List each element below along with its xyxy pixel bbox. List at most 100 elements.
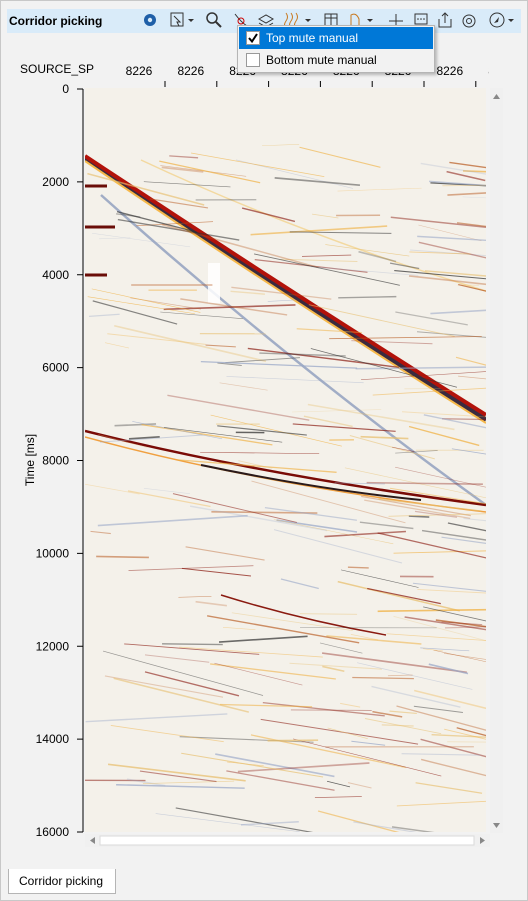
seismic-trace [175, 807, 314, 832]
seismic-trace [310, 348, 458, 388]
seismic-trace [262, 701, 385, 717]
seismic-trace [420, 758, 486, 777]
seismic-trace [85, 713, 228, 723]
seismic-trace [117, 218, 240, 241]
seismic-trace [87, 172, 205, 206]
seismic-trace [372, 710, 403, 718]
seismic-trace [267, 739, 319, 742]
seismic-trace [289, 662, 383, 670]
seismic-trace [418, 241, 486, 259]
seismic-trace [404, 616, 486, 631]
seismic-trace [139, 770, 217, 783]
seismic-trace [155, 813, 300, 832]
x-tick-label: 8226 [126, 64, 153, 78]
seismic-trace [172, 493, 298, 523]
seismic-trace [308, 304, 455, 337]
seismic-trace [296, 328, 362, 334]
y-tick-label: 8000 [42, 454, 69, 468]
toolbar [144, 12, 514, 30]
seismic-trace [181, 752, 324, 778]
seismic-trace [366, 481, 483, 485]
seismic-trace [169, 155, 199, 159]
checkbox[interactable] [246, 53, 260, 67]
seismic-trace [87, 296, 195, 315]
seismic-trace [92, 300, 178, 325]
horizontal-scrollbar[interactable] [85, 834, 490, 847]
seismic-trace [359, 521, 414, 530]
seismic-trace [456, 222, 486, 227]
seismic-trace [372, 387, 486, 396]
seismic-trace [319, 642, 363, 654]
seismic-trace [126, 778, 166, 787]
comment-icon[interactable] [414, 13, 428, 25]
seismic-trace [329, 336, 482, 340]
seismic-trace [167, 394, 310, 421]
seismic-trace [310, 266, 419, 276]
tab-label: Corridor picking [19, 874, 104, 888]
seismic-trace [442, 184, 486, 187]
seismic-trace [262, 144, 300, 147]
seismic-trace [273, 519, 394, 545]
seismic-trace [107, 333, 206, 345]
seismic-trace [386, 633, 486, 641]
seismic-trace [355, 366, 486, 370]
vertical-scrollbar[interactable] [490, 88, 503, 833]
y-tick-label: 14000 [36, 732, 70, 746]
y-axis-label: Time [ms] [23, 434, 37, 486]
seismic-trace [210, 414, 342, 447]
seismic-trace [190, 152, 325, 178]
seismic-trace [200, 452, 320, 454]
settings-icon[interactable] [144, 14, 156, 26]
seismic-trace [389, 262, 420, 270]
checkbox[interactable] [246, 31, 260, 45]
seismic-trace [377, 532, 486, 559]
seismic-trace [456, 727, 486, 737]
menu-item[interactable]: Top mute manual [239, 27, 433, 49]
seismic-trace [267, 299, 296, 302]
seismic-trace [449, 161, 486, 169]
export-icon[interactable] [438, 12, 452, 28]
seismic-trace [410, 249, 486, 257]
zoom-icon[interactable] [206, 12, 222, 28]
seismic-trace [143, 488, 190, 494]
reflection [85, 429, 486, 507]
seismic-trace [420, 738, 486, 758]
seismic-trace [423, 648, 444, 652]
seismic-trace [351, 340, 433, 345]
overlay-icon[interactable] [462, 14, 476, 28]
seismic-trace [395, 466, 486, 488]
compass-icon[interactable] [489, 12, 514, 28]
seismic-trace [218, 635, 308, 643]
seismic-trace [408, 515, 430, 518]
seismic-trace [91, 288, 201, 313]
seismic-trace [307, 403, 455, 431]
seismic-trace [334, 482, 385, 485]
seismic-trace [347, 782, 372, 789]
seismic-trace [226, 376, 364, 384]
seismic-trace [391, 826, 435, 832]
seismic-trace [421, 529, 486, 541]
menu-item-label: Bottom mute manual [266, 53, 377, 67]
seismic-trace [219, 382, 268, 391]
seismic-trace [273, 529, 403, 564]
seismic-trace [360, 435, 409, 440]
first-break-yellow [85, 160, 486, 424]
menu-item[interactable]: Bottom mute manual [239, 49, 433, 71]
seismic-trace [144, 654, 210, 663]
tab[interactable]: Corridor picking [8, 869, 116, 894]
faint-event [140, 159, 486, 292]
seismic-trace [223, 627, 256, 631]
mute-icon[interactable] [350, 13, 373, 27]
seismic-trace [417, 235, 486, 241]
seismic-trace [395, 450, 438, 454]
select-icon[interactable] [170, 12, 194, 27]
seismic-trace [423, 606, 486, 622]
seismic-trace [344, 467, 486, 499]
seismic-trace [392, 446, 415, 452]
seismic-trace [447, 192, 486, 196]
seismic-trace [200, 361, 358, 369]
seismic-trace [409, 251, 471, 255]
x-axis-label: SOURCE_SP [20, 62, 94, 76]
seismic-trace [110, 725, 224, 743]
reflection [200, 464, 422, 501]
